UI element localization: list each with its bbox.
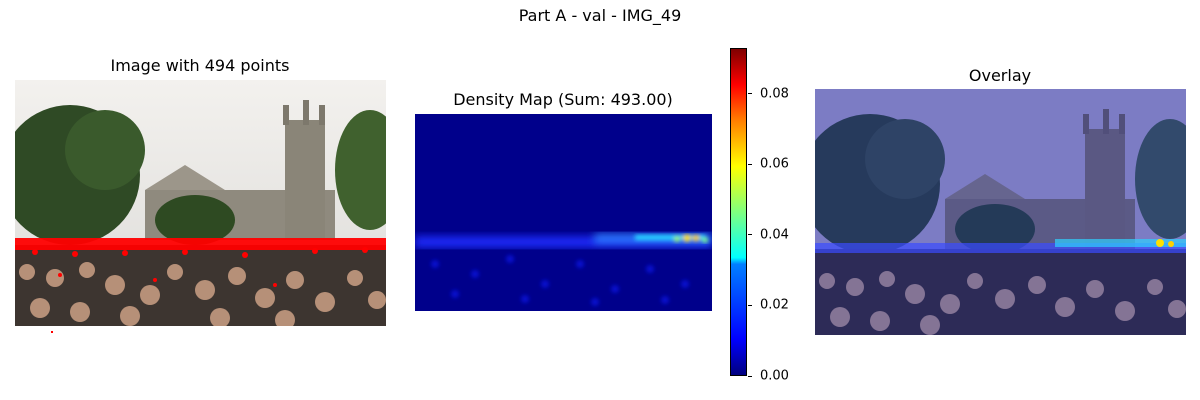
colorbar-tick-mark: [748, 93, 752, 95]
colorbar-tick-label: 0.00: [760, 368, 789, 384]
colorbar-tick-label: 0.08: [760, 86, 789, 102]
overlay-panel-title: Overlay: [968, 66, 1032, 85]
tree-right: [335, 110, 386, 230]
image-panel-title: Image with 494 points: [110, 56, 290, 75]
overlay-density-band: [815, 243, 1186, 253]
overlay-image: [815, 89, 1186, 335]
colorbar-tick-label: 0.02: [760, 297, 789, 313]
overlay-hotspot: [1156, 239, 1164, 247]
density-panel-title: Density Map (Sum: 493.00): [453, 90, 673, 109]
density-heatmap: [415, 114, 712, 311]
colorbar-tick-mark: [748, 375, 752, 377]
colorbar-tick-label: 0.06: [760, 156, 789, 172]
figure-title: Part A - val - IMG_49: [518, 6, 682, 25]
colorbar-tick-mark: [748, 304, 752, 306]
tower: [285, 120, 325, 240]
annotated-crowd-image: [15, 80, 386, 326]
colorbar-tick-label: 0.04: [760, 227, 789, 243]
density-hotspot: [683, 234, 691, 242]
overlay-photo: [815, 89, 1186, 335]
colorbar-tick-mark: [748, 234, 752, 236]
crowd-photo: [15, 80, 386, 326]
colorbar-tick-mark: [748, 163, 752, 165]
density-map: [415, 114, 712, 311]
annotation-points-band: [15, 238, 386, 250]
stray-point: [51, 331, 53, 333]
colorbar: [730, 48, 747, 376]
